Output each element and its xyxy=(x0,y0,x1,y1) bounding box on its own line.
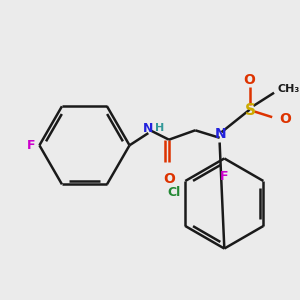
Text: O: O xyxy=(163,172,175,186)
Text: CH₃: CH₃ xyxy=(278,84,300,94)
Text: F: F xyxy=(27,139,36,152)
Text: F: F xyxy=(220,170,229,183)
Text: Cl: Cl xyxy=(167,186,181,199)
Text: H: H xyxy=(155,123,164,133)
Text: N: N xyxy=(143,122,154,135)
Text: O: O xyxy=(244,73,256,87)
Text: O: O xyxy=(280,112,292,126)
Text: N: N xyxy=(215,127,226,141)
Text: S: S xyxy=(245,103,256,118)
